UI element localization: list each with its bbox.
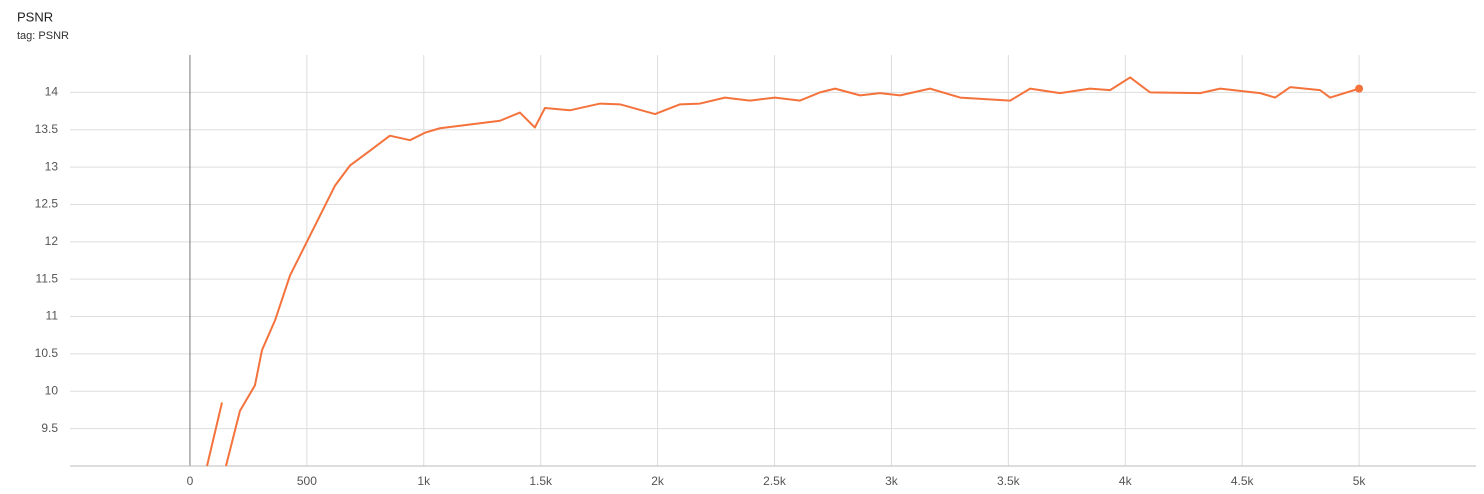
y-tick-label: 9.5 [41,421,58,435]
line [206,402,223,467]
x-tick-label: 2k [651,474,665,488]
end-point [1355,84,1364,93]
x-tick-label: 5k [1353,474,1367,488]
x-tick-label: 1.5k [529,474,553,488]
x-tick-label: 500 [297,474,317,488]
x-tick-label: 4k [1119,474,1133,488]
y-tick-label: 10 [45,383,59,397]
y-tick-label: 13.5 [35,122,59,136]
y-tick-label: 13 [45,159,59,173]
x-tick-label: 3k [885,474,899,488]
x-tick-label: 2.5k [763,474,787,488]
chart-subtitle: tag: PSNR [17,30,69,42]
y-tick-label: 11 [46,309,59,323]
line [224,76,1360,467]
x-tick-label: 4.5k [1231,474,1255,488]
x-tick-label: 3.5k [997,474,1021,488]
y-tick-label: 12.5 [35,197,59,211]
y-tick-label: 11.5 [36,271,59,285]
y-tick-label: 12 [45,234,59,248]
y-tick-label: 10.5 [35,346,59,360]
x-tick-label: 1k [417,474,431,488]
x-tick-label: 0 [187,474,194,488]
y-tick-label: 14 [45,85,59,99]
chart-title: PSNR [17,9,53,24]
